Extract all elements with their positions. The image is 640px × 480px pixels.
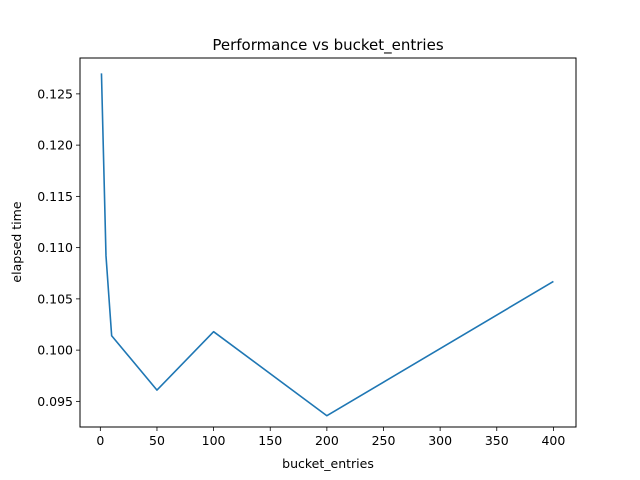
y-tick-label: 0.100 [37, 343, 73, 358]
x-tick-label: 50 [149, 433, 165, 448]
plot-frame [79, 57, 577, 428]
series-layer [100, 73, 554, 417]
x-tick-label: 400 [541, 433, 565, 448]
x-tick-label: 0 [96, 433, 104, 448]
y-tick-label: 0.120 [37, 138, 73, 153]
y-tick-label: 0.095 [37, 394, 73, 409]
series-line [100, 73, 554, 417]
x-tick-label: 300 [428, 433, 452, 448]
y-tick-label: 0.105 [37, 291, 73, 306]
plot-area: 0 50 100 150 200 250 300 350 400 0.095 0.100 0.105… [37, 57, 577, 448]
x-tick-label: 100 [202, 433, 226, 448]
x-axis-label: bucket_entries [282, 456, 374, 471]
chart-title: Performance vs bucket_entries [212, 36, 443, 55]
x-tick-label: 200 [315, 433, 339, 448]
x-axis-ticks: 0 50 100 150 200 250 300 350 400 [96, 427, 565, 448]
y-tick-label: 0.125 [37, 86, 73, 101]
x-tick-label: 250 [372, 433, 396, 448]
y-tick-label: 0.115 [37, 189, 73, 204]
x-tick-label: 150 [258, 433, 282, 448]
y-axis-ticks: 0.095 0.100 0.105 0.110 0.115 0.120 0.125 [37, 86, 80, 409]
y-axis-label: elapsed time [9, 201, 24, 282]
y-tick-label: 0.110 [37, 240, 73, 255]
x-tick-label: 350 [485, 433, 509, 448]
